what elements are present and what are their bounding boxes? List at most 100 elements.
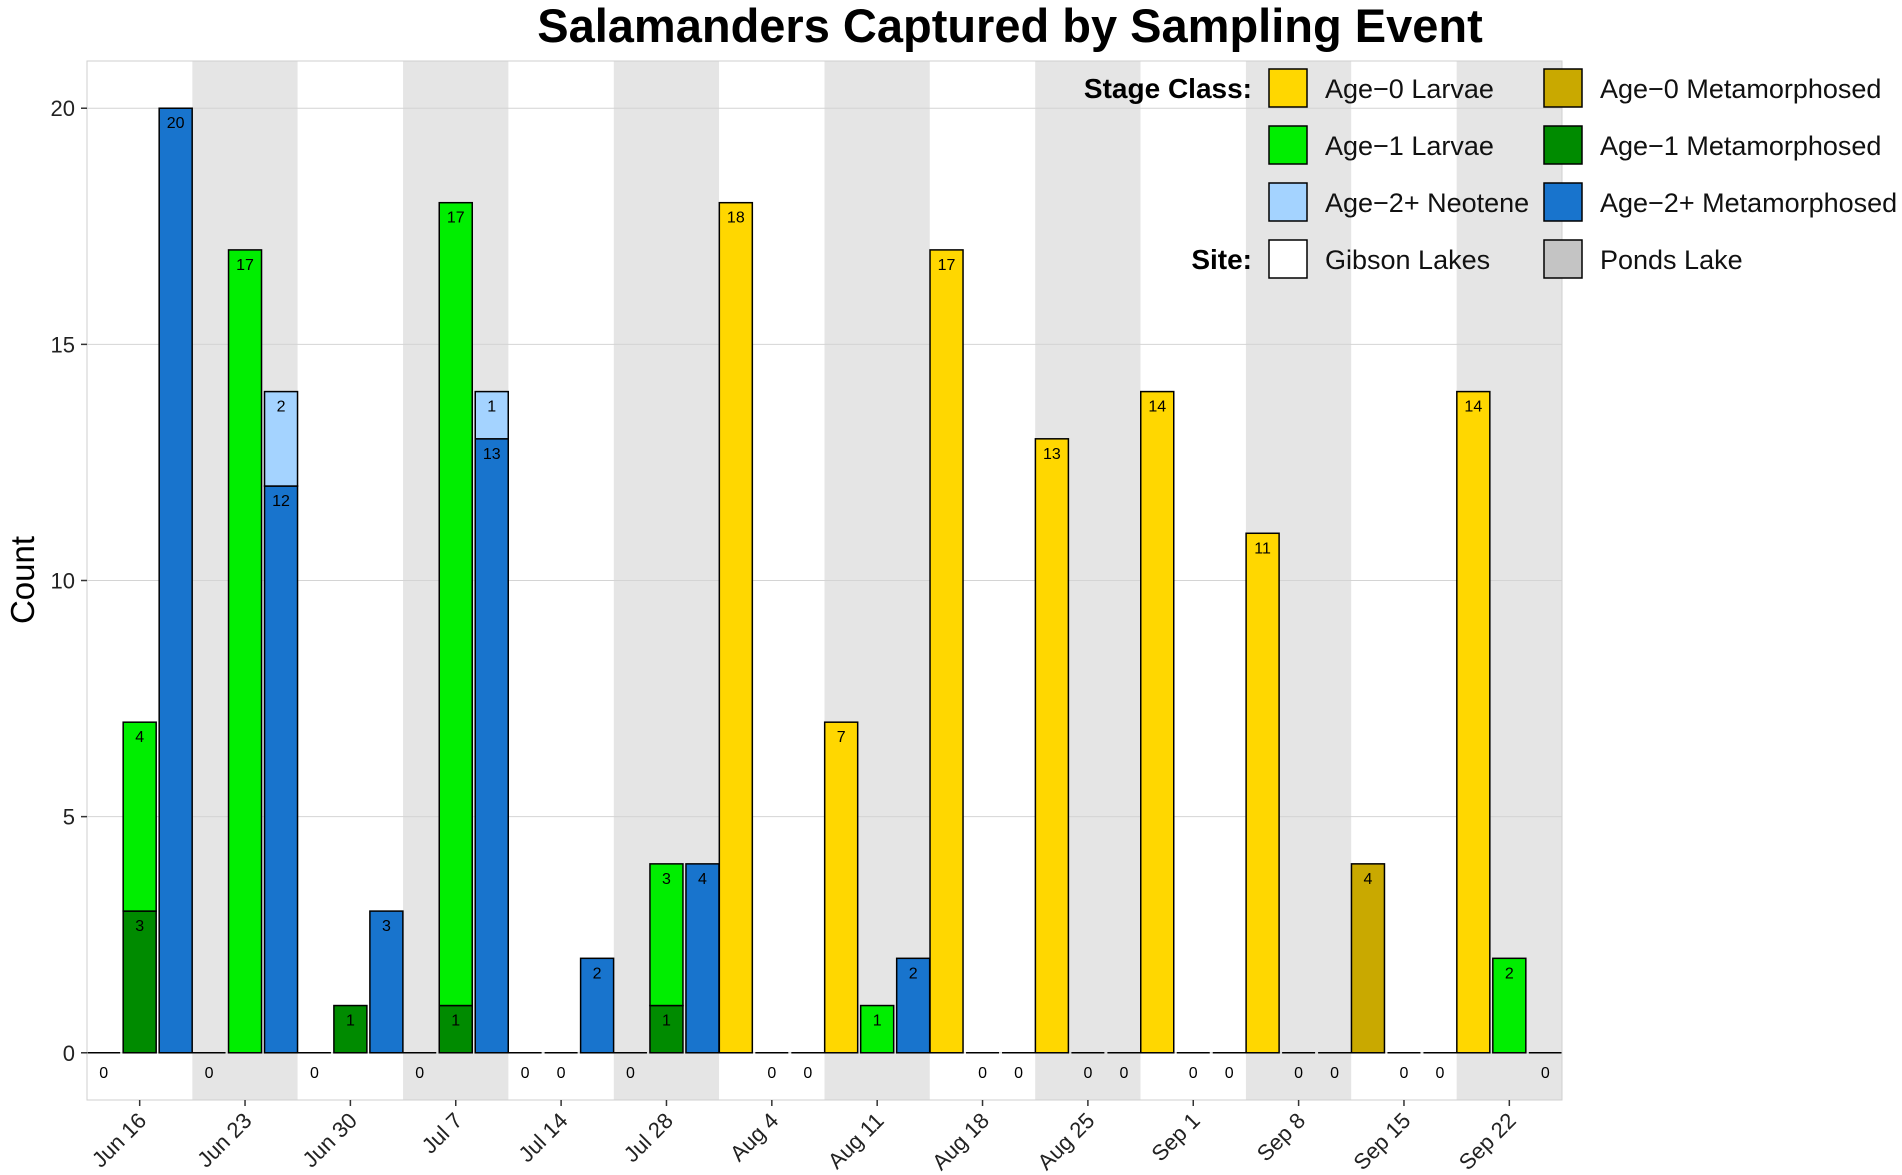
bar-segment xyxy=(474,438,509,1054)
y-tick-label: 15 xyxy=(51,332,75,357)
data-label: 0 xyxy=(205,1065,214,1082)
chart-title: Salamanders Captured by Sampling Event xyxy=(537,0,1483,52)
legend-label: Age−0 Larvae xyxy=(1325,74,1494,104)
data-label: 11 xyxy=(1254,540,1271,557)
bar-segment xyxy=(263,390,299,487)
x-tick-label: Jul 14 xyxy=(513,1108,572,1167)
legend-label: Age−2+ Neotene xyxy=(1325,188,1529,218)
y-tick-label: 5 xyxy=(63,805,75,830)
data-label: 20 xyxy=(167,115,185,132)
bar-segment xyxy=(122,721,157,912)
legend-swatch xyxy=(1268,182,1308,222)
legend-swatch xyxy=(1543,125,1583,165)
legend-label: Ponds Lake xyxy=(1600,245,1743,275)
bar-segment xyxy=(649,1004,684,1054)
y-axis-title: Count xyxy=(4,536,41,624)
data-label: 0 xyxy=(1541,1065,1550,1082)
legend-swatch xyxy=(1543,68,1583,108)
data-label: 4 xyxy=(135,729,144,746)
data-label: 17 xyxy=(236,257,254,274)
bar-segment xyxy=(1492,957,1527,1054)
legend-label: Age−1 Larvae xyxy=(1325,131,1494,161)
data-label: 0 xyxy=(415,1065,424,1082)
bar-segment xyxy=(1140,390,1175,1054)
data-label: 17 xyxy=(447,210,465,227)
x-tick-label: Sep 8 xyxy=(1252,1108,1310,1166)
legend-swatch xyxy=(1543,182,1583,222)
y-tick-label: 0 xyxy=(63,1041,75,1066)
bar-segment xyxy=(859,1004,895,1054)
data-label: 4 xyxy=(698,871,707,888)
x-tick-label: Aug 4 xyxy=(725,1108,783,1166)
data-label: 0 xyxy=(767,1065,776,1082)
bar-segment xyxy=(438,201,473,1007)
data-label: 1 xyxy=(346,1013,355,1030)
bar-segment xyxy=(369,910,404,1054)
bar-segment xyxy=(649,863,684,1007)
x-tick-label: Jun 16 xyxy=(87,1108,151,1172)
data-label: 0 xyxy=(1436,1065,1445,1082)
bar-segment xyxy=(227,249,263,1054)
bar-segment xyxy=(474,390,509,440)
bar-segment xyxy=(1350,863,1386,1054)
data-label: 1 xyxy=(451,1013,460,1030)
data-label: 2 xyxy=(593,965,602,982)
legend-swatch xyxy=(1268,239,1308,279)
x-tick-label: Aug 11 xyxy=(823,1108,889,1174)
data-label: 0 xyxy=(1225,1065,1234,1082)
data-label: 1 xyxy=(873,1013,882,1030)
data-label: 14 xyxy=(1464,399,1482,416)
legend-swatch xyxy=(1268,125,1308,165)
data-label: 3 xyxy=(662,871,671,888)
data-label: 0 xyxy=(626,1065,635,1082)
legend-swatch xyxy=(1543,239,1583,279)
bar-segment xyxy=(823,721,859,1054)
y-tick-label: 20 xyxy=(51,96,75,121)
data-label: 3 xyxy=(382,918,391,935)
bar-segment xyxy=(929,249,964,1054)
data-label: 0 xyxy=(521,1065,530,1082)
bar-segment xyxy=(158,107,193,1054)
bar-segment xyxy=(579,957,615,1054)
data-label: 14 xyxy=(1148,399,1166,416)
bar-segment xyxy=(1245,532,1280,1054)
data-label: 7 xyxy=(837,729,846,746)
legend-label: Age−1 Metamorphosed xyxy=(1600,131,1881,161)
data-label: 1 xyxy=(487,399,496,416)
data-label: 3 xyxy=(135,918,144,935)
data-label: 0 xyxy=(1083,1065,1092,1082)
bars xyxy=(87,107,1562,1054)
legend-swatch xyxy=(1268,68,1308,108)
data-label: 0 xyxy=(99,1065,108,1082)
legend-heading-site: Site: xyxy=(1191,244,1252,275)
data-label: 1 xyxy=(662,1013,671,1030)
gridlines xyxy=(87,107,1562,1054)
data-label: 13 xyxy=(1043,446,1061,463)
x-tick-label: Sep 22 xyxy=(1454,1108,1521,1175)
data-label: 0 xyxy=(310,1065,319,1082)
legend-heading-stage: Stage Class: xyxy=(1084,73,1252,104)
data-label: 2 xyxy=(277,399,286,416)
data-label: 2 xyxy=(1505,965,1514,982)
data-label: 0 xyxy=(1119,1065,1128,1082)
legend-label: Gibson Lakes xyxy=(1325,245,1490,275)
data-label: 0 xyxy=(1189,1065,1198,1082)
x-tick-label: Sep 1 xyxy=(1146,1108,1204,1166)
bar-segment xyxy=(263,485,299,1054)
data-label: 17 xyxy=(938,257,956,274)
x-tick-label: Jul 28 xyxy=(619,1108,678,1167)
data-label: 13 xyxy=(483,446,501,463)
legend-label: Age−0 Metamorphosed xyxy=(1600,74,1881,104)
y-tick-label: 10 xyxy=(51,569,75,594)
bar-segment xyxy=(333,1004,368,1054)
bar-segment xyxy=(718,201,754,1054)
bar-segment xyxy=(685,863,720,1054)
x-tick-label: Sep 15 xyxy=(1349,1108,1416,1175)
data-label: 18 xyxy=(727,210,745,227)
x-tick-label: Aug 25 xyxy=(1032,1108,1099,1175)
data-label: 12 xyxy=(272,493,290,510)
data-label: 0 xyxy=(1400,1065,1409,1082)
data-label: 0 xyxy=(978,1065,987,1082)
data-label: 4 xyxy=(1364,871,1373,888)
